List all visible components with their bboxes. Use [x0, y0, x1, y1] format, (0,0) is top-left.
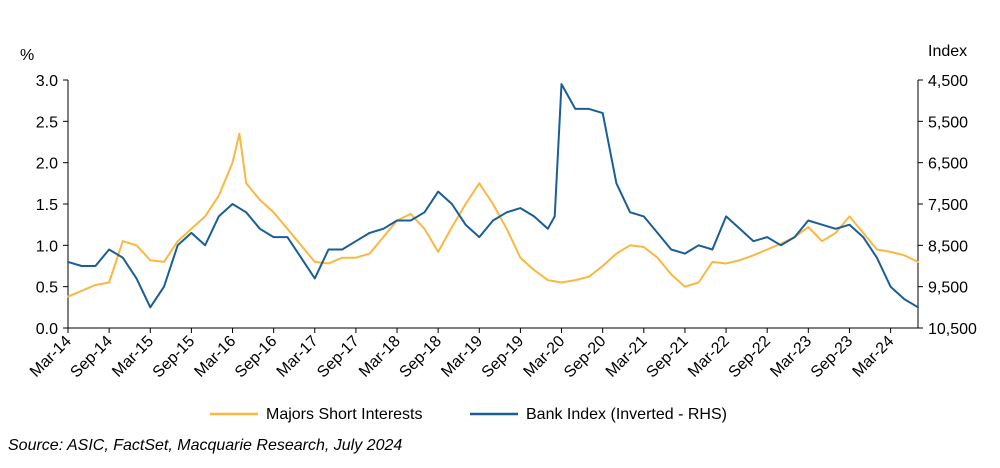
right-axis-tick-label: 10,500	[928, 321, 977, 338]
series-line-1	[67, 132, 919, 298]
x-axis-tick-label: Sep-21	[643, 333, 692, 382]
left-axis-tick-label: 2.5	[36, 114, 58, 131]
x-axis-tick-label: Mar-18	[356, 333, 404, 381]
x-axis-tick-label: Mar-16	[191, 333, 239, 381]
left-axis-unit: %	[20, 47, 34, 64]
series-line-2	[67, 83, 919, 309]
x-axis-tick-label: Mar-15	[109, 333, 157, 381]
left-axis-tick-label: 1.0	[36, 238, 58, 255]
left-axis-tick-label: 0.0	[36, 321, 58, 338]
legend-label-1: Majors Short Interests	[266, 406, 423, 423]
x-axis-tick-label: Sep-14	[67, 333, 116, 382]
right-axis-tick-label: 8,500	[928, 238, 968, 255]
x-axis-tick-label: Mar-24	[850, 333, 898, 381]
x-axis-tick-label: Sep-18	[396, 333, 445, 382]
right-axis-tick-label: 5,500	[928, 114, 968, 131]
right-axis-tick-label: 6,500	[928, 156, 968, 173]
left-axis-tick-label: 1.5	[36, 197, 58, 214]
source-note: Source: ASIC, FactSet, Macquarie Researc…	[8, 437, 403, 454]
x-axis-tick-label: Mar-20	[521, 333, 569, 381]
x-axis-tick-label: Sep-23	[808, 333, 857, 382]
x-axis-tick-label: Mar-14	[27, 333, 75, 381]
right-axis-tick-label: 4,500	[928, 73, 968, 90]
x-axis-tick-label: Sep-15	[150, 333, 199, 382]
x-axis-tick-label: Mar-22	[685, 333, 733, 381]
x-axis-tick-label: Sep-17	[314, 333, 363, 382]
x-axis-tick-label: Sep-19	[479, 333, 528, 382]
x-axis-tick-label: Mar-17	[274, 333, 322, 381]
right-axis-tick-label: 9,500	[928, 280, 968, 297]
x-axis-tick-label: Mar-19	[438, 333, 486, 381]
x-axis-tick-label: Mar-21	[603, 333, 651, 381]
legend-label-2: Bank Index (Inverted - RHS)	[526, 406, 727, 423]
x-axis-tick-label: Sep-16	[232, 333, 281, 382]
left-axis-tick-label: 0.5	[36, 280, 58, 297]
left-axis-tick-label: 3.0	[36, 73, 58, 90]
right-axis-unit: Index	[928, 43, 967, 60]
left-axis-tick-label: 2.0	[36, 156, 58, 173]
x-axis-tick-label: Sep-20	[561, 333, 610, 382]
x-axis-tick-label: Sep-22	[726, 333, 775, 382]
right-axis-tick-label: 7,500	[928, 197, 968, 214]
x-axis-tick-label: Mar-23	[767, 333, 815, 381]
